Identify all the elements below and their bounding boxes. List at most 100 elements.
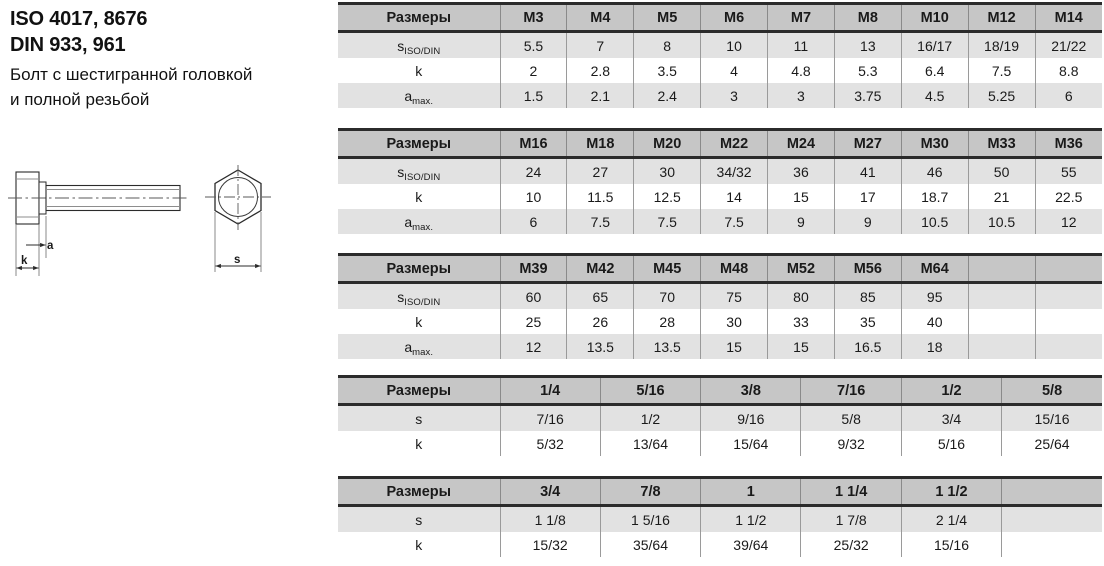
value-cell (967, 282, 1036, 309)
table-header-row: Размеры M3 M4 M5 M6 M7 M8 M10 M12 M14 (338, 2, 1102, 33)
header-cell-M6: M6 (700, 2, 768, 33)
value-cell: 1.5 (499, 83, 567, 108)
table-row: k 25 26 28 30 33 35 40 (338, 309, 1102, 334)
table-row: s 1 1/8 1 5/16 1 1/2 1 7/8 2 1/4 (338, 505, 1102, 532)
value-cell: 3 (767, 83, 835, 108)
value-cell: 18 (900, 334, 969, 359)
header-cell-M20: M20 (633, 128, 701, 159)
spec-table: Размеры M39 M42 M45 M48 M52 M56 M64 sISO/DIN 60 65… (338, 253, 1102, 359)
title-block: ISO 4017, 8676 DIN 933, 961 Болт с шести… (10, 6, 336, 112)
value-cell: 25/32 (800, 532, 902, 557)
header-cell-M30: M30 (900, 128, 969, 159)
header-cell-1-4: 1/4 (499, 375, 601, 406)
header-cell-M45: M45 (633, 253, 701, 284)
value-cell: 60 (499, 282, 567, 309)
value-cell (1001, 532, 1102, 557)
row-label-cell: k (338, 58, 500, 83)
value-cell: 9 (767, 209, 835, 234)
value-cell (967, 309, 1036, 334)
header-cell-M33: M33 (967, 128, 1036, 159)
value-cell: 9/16 (700, 404, 801, 431)
row-label-cell: k (338, 309, 500, 334)
table-metric-large: Размеры M39 M42 M45 M48 M52 M56 M64 sISO/DIN 60 65… (338, 253, 1102, 359)
row-label-subscript: ISO/DIN (404, 296, 441, 308)
header-label-cell: Размеры (338, 2, 501, 33)
table-row: sISO/DIN 24 27 30 34/32 36 41 46 50 55 (338, 157, 1102, 184)
value-cell: 5.3 (833, 58, 902, 83)
header-cell-M18: M18 (566, 128, 634, 159)
table-imperial-small: Размеры 1/4 5/16 3/8 7/16 1/2 5/8 s 7/16 1/2 9/16 5… (338, 375, 1102, 456)
value-cell: 9 (833, 209, 902, 234)
value-cell: 11.5 (566, 184, 634, 209)
value-cell: 35/64 (599, 532, 701, 557)
row-label-main: k (415, 435, 423, 452)
value-cell: 6.4 (900, 58, 969, 83)
table-row: s 7/16 1/2 9/16 5/8 3/4 15/16 (338, 404, 1102, 431)
value-cell: 24 (499, 157, 567, 184)
value-cell: 15/16 (900, 532, 1002, 557)
value-cell: 14 (700, 184, 768, 209)
value-cell: 40 (900, 309, 969, 334)
value-cell: 75 (700, 282, 768, 309)
value-cell: 16.5 (833, 334, 902, 359)
description-line-2: и полной резьбой (10, 90, 150, 109)
header-label-cell: Размеры (338, 476, 500, 507)
header-cell-M39: M39 (499, 253, 567, 284)
table-header-row: Размеры 3/4 7/8 1 1 1/4 1 1/2 (338, 476, 1102, 507)
value-cell (1034, 309, 1102, 334)
value-cell: 18.7 (900, 184, 969, 209)
description-line-1: Болт с шестигранной головкой (10, 65, 253, 84)
value-cell: 7.5 (566, 209, 634, 234)
value-cell: 13/64 (599, 431, 701, 456)
value-cell: 25 (499, 309, 567, 334)
value-cell: 9/32 (800, 431, 902, 456)
value-cell: 5/16 (900, 431, 1002, 456)
header-cell-M56: M56 (833, 253, 902, 284)
table-imperial-large: Размеры 3/4 7/8 1 1 1/4 1 1/2 s 1 1/8 1 5/16 1 1/… (338, 476, 1102, 557)
row-label-main: k (415, 313, 423, 330)
row-label-cell: sISO/DIN (338, 32, 500, 59)
header-cell-M5: M5 (633, 2, 701, 33)
header-cell-M7: M7 (767, 2, 835, 33)
value-cell: 5/8 (800, 404, 902, 431)
value-cell: 15/16 (1001, 404, 1102, 431)
spec-table: Размеры 1/4 5/16 3/8 7/16 1/2 5/8 s 7/16 1/2 9/16 5… (338, 375, 1102, 456)
hex-bolt-technical-drawing: a k s (8, 165, 271, 276)
bolt-end-view (205, 165, 271, 230)
value-cell: 4 (700, 58, 768, 83)
header-cell-M24: M24 (767, 128, 835, 159)
value-cell: 15/64 (700, 431, 801, 456)
header-cell-3-4: 3/4 (499, 476, 601, 507)
value-cell: 1 1/2 (700, 505, 801, 532)
dimension-label-s: s (234, 254, 240, 266)
value-cell: 15 (700, 334, 768, 359)
dimension-k: k (15, 224, 40, 276)
header-cell-M10: M10 (900, 2, 969, 33)
value-cell: 35 (833, 309, 902, 334)
value-cell: 1 5/16 (599, 505, 701, 532)
header-cell-empty (967, 253, 1036, 284)
spec-table: Размеры M16 M18 M20 M22 M24 M27 M30 M33 M36 sISO/D… (338, 128, 1102, 234)
value-cell: 46 (900, 157, 969, 184)
row-label-main: a (404, 213, 413, 230)
value-cell: 70 (633, 282, 701, 309)
value-cell: 1 7/8 (800, 505, 902, 532)
header-label-cell: Размеры (338, 375, 500, 406)
value-cell: 10.5 (900, 209, 969, 234)
value-cell: 5.5 (499, 31, 567, 58)
value-cell: 7/16 (499, 404, 601, 431)
value-cell (1034, 334, 1102, 359)
table-header-row: Размеры M39 M42 M45 M48 M52 M56 M64 (338, 253, 1102, 284)
row-label-main: a (404, 338, 413, 355)
row-label-main: k (415, 188, 423, 205)
table-metric-small: Размеры M3 M4 M5 M6 M7 M8 M10 M12 M14 sISO/DIN 5.5 7… (338, 2, 1102, 108)
bolt-side-view (8, 171, 188, 225)
row-label-cell: amax. (338, 83, 500, 108)
header-cell-M14: M14 (1034, 2, 1102, 33)
table-row: k 5/32 13/64 15/64 9/32 5/16 25/64 (338, 431, 1102, 456)
value-cell: 10 (499, 184, 567, 209)
dimension-label-k: k (21, 255, 28, 267)
row-label-subscript: max. (412, 221, 434, 233)
row-label-cell: sISO/DIN (338, 283, 500, 310)
value-cell: 15 (767, 184, 835, 209)
